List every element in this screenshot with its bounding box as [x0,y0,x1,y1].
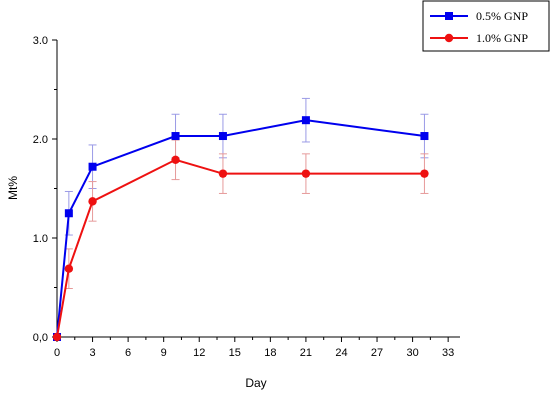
data-point-square [88,162,97,171]
legend-label: 1.0% GNP [476,31,528,45]
x-tick-label: 24 [335,347,347,359]
x-tick-label: 18 [264,347,276,359]
x-tick-label: 12 [193,347,205,359]
data-point-square [171,132,180,141]
x-tick-label: 3 [89,347,95,359]
legend-label: 0.5% GNP [476,9,528,23]
y-tick-label: 3.0 [33,35,48,47]
data-point-circle [218,169,228,178]
error-bars [64,97,429,289]
legend-square-marker [445,12,453,20]
y-tick-label: 2.0 [33,134,48,146]
x-axis-label: Day [245,376,266,390]
data-point-square [301,116,310,125]
legend-box [422,0,550,52]
legend-circle-marker [444,33,454,43]
data-point-square [218,132,227,141]
x-tick-label: 9 [161,347,167,359]
data-point-circle [52,332,62,342]
x-tick-label: 6 [125,347,131,359]
data-point-circle [301,169,311,178]
x-tick-label: 15 [229,347,241,359]
legend: 0.5% GNP 1.0% GNP [422,0,550,52]
axes: 0 3 6 9 12 15 18 21 24 27 30 33 0,0 1.0 2.0 3.0 [33,35,460,359]
data-point-circle [171,155,180,164]
data-point-circle [64,264,74,273]
series-line-2 [56,158,425,338]
x-tick-label: 0 [54,347,60,359]
series-markers [52,116,429,342]
y-tick-label: 0,0 [33,332,48,344]
data-point-circle [88,197,97,206]
y-axis-label: Mt% [6,176,20,200]
y-tick-label: 1.0 [33,233,48,245]
series-line-1 [56,119,425,338]
x-tick-label: 33 [442,347,454,359]
x-tick-label: 21 [300,347,312,359]
x-tick-label: 30 [406,347,418,359]
data-point-square [64,209,73,218]
x-tick-label: 27 [371,347,383,359]
data-point-square [420,132,429,141]
data-point-circle [420,169,429,178]
series-lines [56,119,425,338]
